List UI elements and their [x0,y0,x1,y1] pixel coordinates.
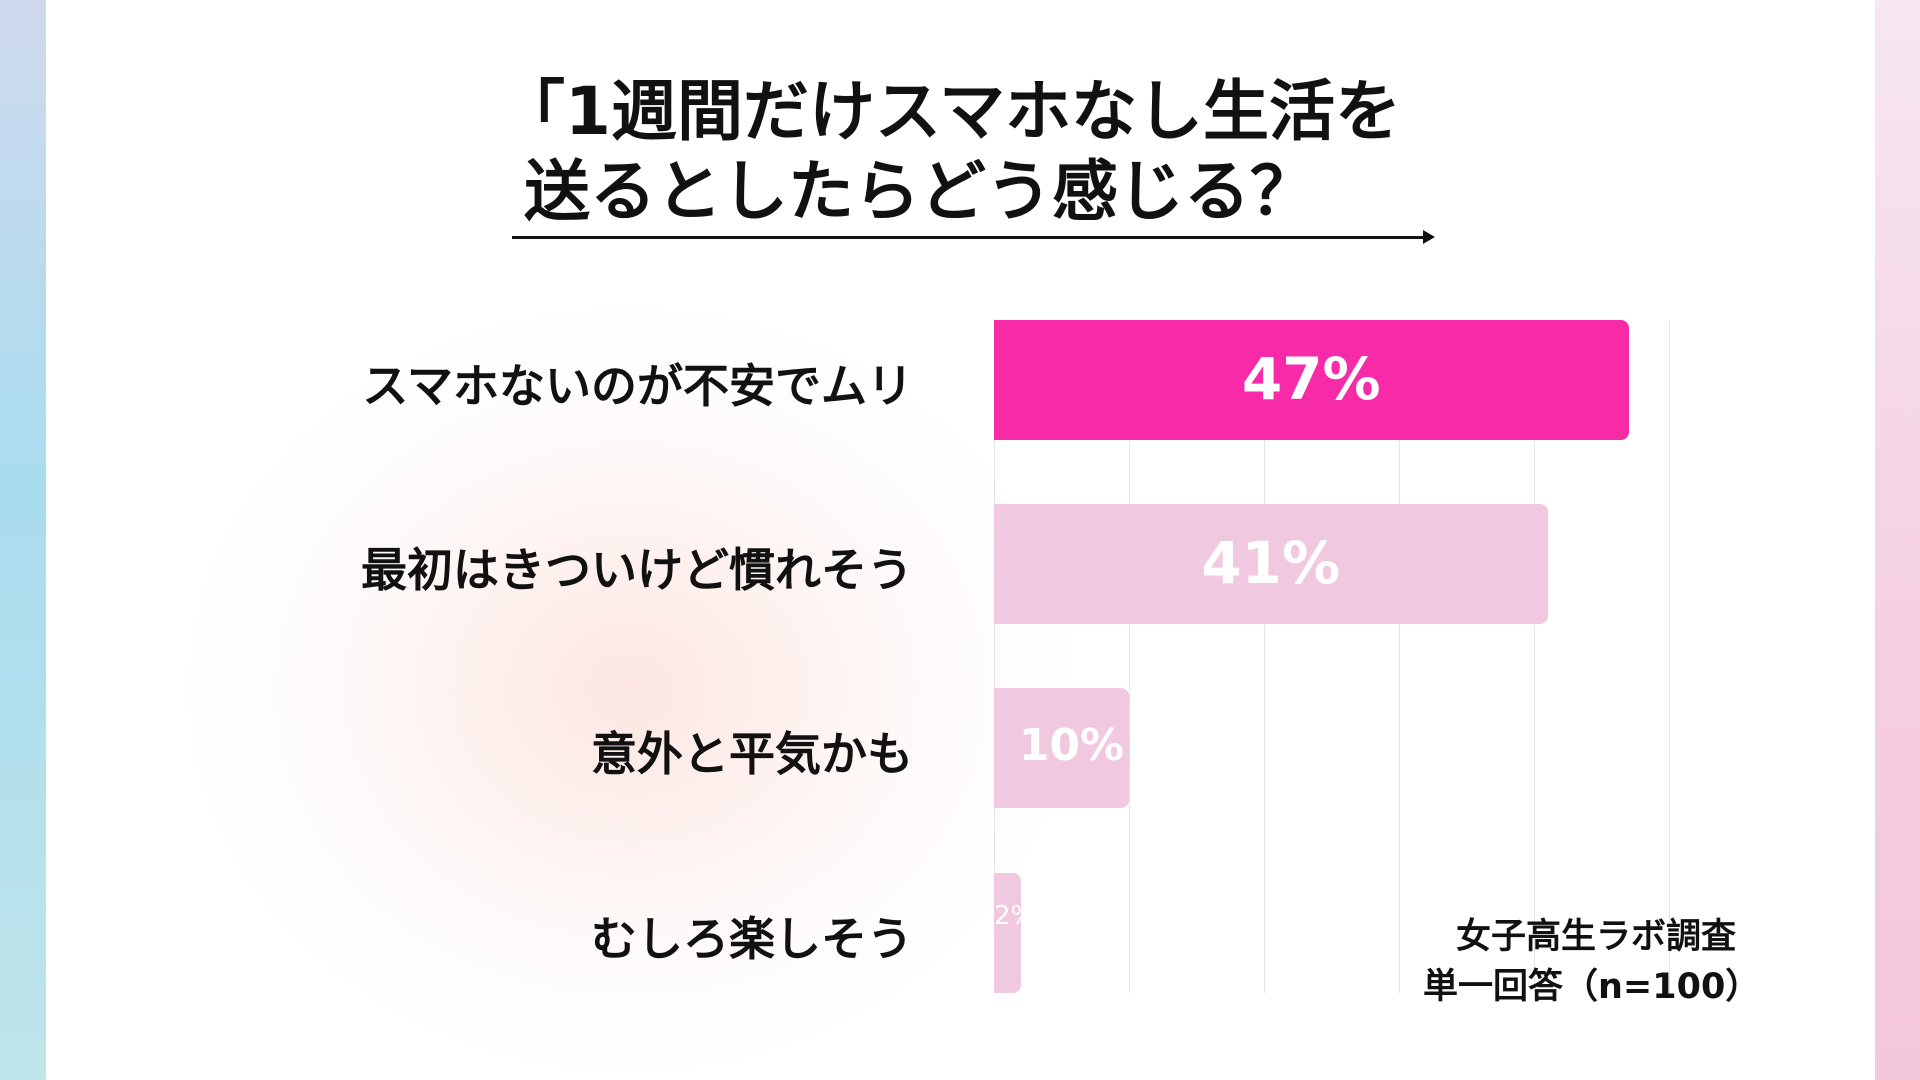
chart-title-line-2: 送るとしたらどう感じる？ [524,153,1316,230]
bar-value-label: 10% [1018,720,1125,771]
right-gradient-strip [1875,0,1920,1080]
bar-value-label: 2% [994,901,1036,931]
bar [994,873,1021,993]
sample-note: 単一回答（n=100） [1423,967,1761,1007]
title-arrow-line [512,236,1427,239]
category-label: スマホないのが不安でムリ [362,359,913,413]
arrow-head-icon [1423,230,1435,244]
source-note: 女子高生ラボ調査 [1456,917,1737,957]
bar-value-label: 41% [1201,529,1341,597]
category-label: 最初はきついけど慣れそう [361,543,913,597]
gridline [1129,320,1130,993]
gridline [1264,320,1265,993]
left-gradient-strip [0,0,46,1080]
category-label: 意外と平気かも [591,727,913,781]
gridline [1669,320,1670,993]
gridline [1399,320,1400,993]
bar-value-label: 47% [1241,345,1381,413]
bar [994,320,1629,440]
gridline [994,320,995,993]
chart-title-line-1: 「1週間だけスマホなし生活を [499,73,1401,150]
gridline [1534,320,1535,993]
category-label: むしろ楽しそう [591,912,913,966]
background-glow [180,300,1080,1080]
bar [994,504,1548,624]
bar [994,688,1129,808]
